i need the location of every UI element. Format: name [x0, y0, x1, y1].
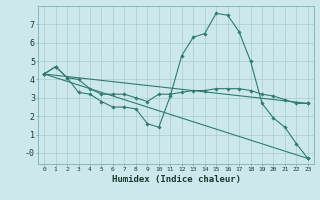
X-axis label: Humidex (Indice chaleur): Humidex (Indice chaleur) [111, 175, 241, 184]
